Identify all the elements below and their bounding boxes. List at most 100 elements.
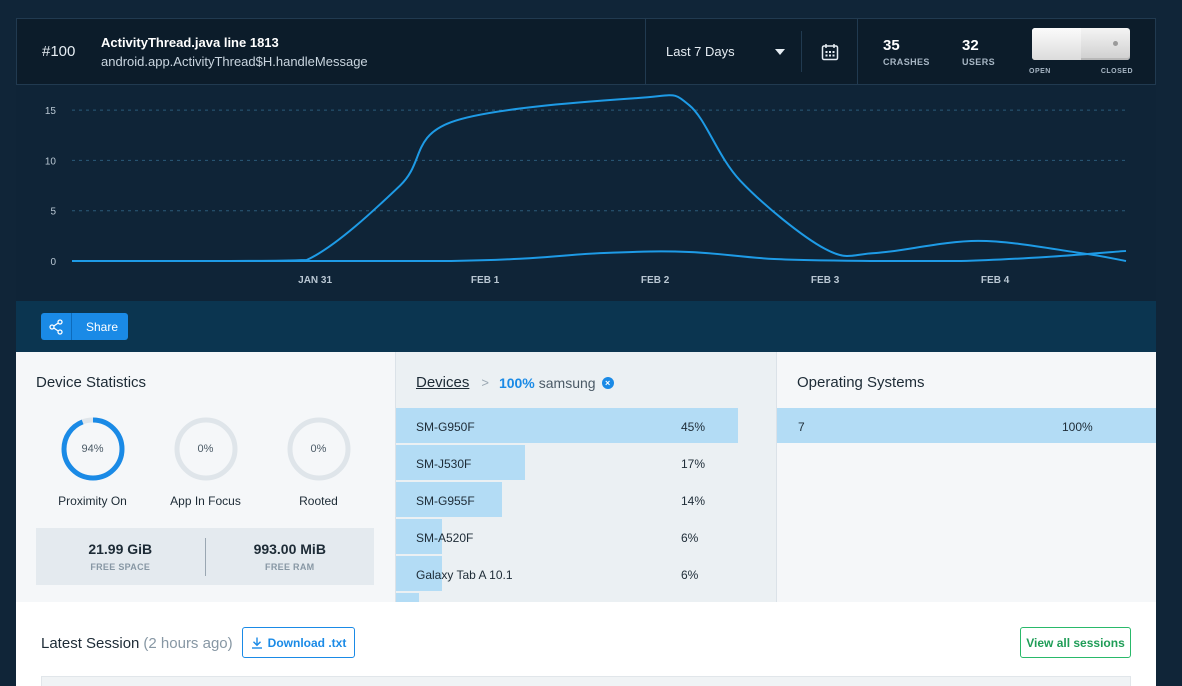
clear-filter-icon[interactable]: × (601, 376, 614, 389)
free-ram: 993.00 MiB FREE RAM (206, 541, 375, 572)
x-tick-label: JAN 31 (298, 275, 332, 286)
os-percent: 100% (1062, 419, 1093, 434)
rooted-ring: 0% (286, 416, 352, 482)
stats-panels: Device Statistics 94% Proximity On (16, 352, 1156, 628)
rooted-label: Rooted (299, 494, 338, 508)
calendar-icon (821, 43, 838, 60)
operating-systems-title: Operating Systems (797, 374, 925, 391)
issue-header: #100 ActivityThread.java line 1813 andro… (16, 18, 1156, 85)
x-tick-label: FEB 3 (811, 275, 840, 286)
device-share-bar (396, 556, 442, 591)
os-name: 7 (798, 419, 805, 434)
toggle-dot-icon (1113, 41, 1118, 46)
device-name: SM-J530F (416, 456, 472, 471)
download-txt-button[interactable]: Download .txt (242, 627, 355, 658)
os-share-bar (777, 408, 1156, 443)
memory-divider (204, 537, 206, 576)
devices-list: SM-G950F 45% SM-J530F 17% SM-G955F 14% S… (396, 408, 776, 630)
device-statistics-title: Device Statistics (36, 374, 147, 391)
gauge-rooted: 0% Rooted (262, 416, 375, 508)
breadcrumb-separator: > (481, 375, 489, 390)
operating-systems-panel: Operating Systems 7 100% (777, 352, 1156, 602)
device-name: Galaxy Tab A 10.1 (416, 567, 513, 582)
proximity-value: 94% (81, 443, 104, 455)
view-all-sessions-button[interactable]: View all sessions (1020, 627, 1131, 658)
rooted-value: 0% (310, 443, 327, 455)
proximity-ring: 94% (60, 416, 126, 482)
filter-percent: 100% (498, 374, 535, 391)
toggle-open-label: OPEN (1029, 68, 1051, 75)
gauge-app-in-focus: 0% App In Focus (149, 416, 262, 508)
memory-summary: 21.99 GiB FREE SPACE 993.00 MiB FREE RAM (36, 528, 374, 585)
device-row[interactable]: SM-A520F 6% (396, 519, 776, 556)
users-count: 32 (962, 36, 979, 54)
date-range-dropdown[interactable]: Last 7 Days (645, 19, 801, 84)
device-row[interactable]: Galaxy Tab A 10.1 6% (396, 556, 776, 593)
free-space: 21.99 GiB FREE SPACE (36, 541, 205, 572)
crash-issue-page: #100 ActivityThread.java line 1813 andro… (16, 18, 1156, 686)
session-preview (41, 676, 1131, 686)
y-tick-label: 15 (45, 106, 57, 117)
gauges: 94% Proximity On 0% App In Focus (36, 416, 375, 508)
series-line-users (71, 249, 1127, 263)
crashes-stat: 35 CRASHES (883, 37, 962, 67)
device-row[interactable]: SM-J530F 17% (396, 445, 776, 482)
issue-stats: 35 CRASHES 32 USERS OPEN CLOSED (857, 19, 1155, 84)
latest-session-title: Latest Session (2 hours ago) (41, 635, 233, 652)
os-row[interactable]: 7 100% (777, 408, 1156, 445)
device-percent: 14% (681, 493, 706, 508)
issue-number: #100 (42, 43, 76, 60)
issue-title-block: ActivityThread.java line 1813 android.ap… (101, 19, 645, 84)
app-in-focus-value: 0% (197, 443, 214, 455)
device-share-bar (396, 445, 526, 480)
users-stat: 32 USERS (962, 37, 1031, 67)
device-percent: 45% (681, 419, 706, 434)
device-share-bar (396, 519, 442, 554)
device-row[interactable]: SM-G955F 14% (396, 482, 776, 519)
crashes-count: 35 (883, 36, 900, 54)
share-button[interactable]: Share (41, 313, 128, 340)
proximity-ring-fill (61, 417, 124, 481)
share-label: Share (86, 319, 119, 334)
device-name: SM-G950F (416, 419, 475, 434)
open-closed-toggle-wrap: OPEN CLOSED (1029, 28, 1133, 75)
app-in-focus-ring: 0% (173, 416, 239, 482)
devices-panel: Devices > 100% samsung × SM-G950F 45% SM… (396, 352, 777, 628)
device-percent: 17% (681, 456, 706, 471)
crashes-label: CRASHES (883, 56, 930, 67)
open-closed-toggle[interactable] (1032, 28, 1130, 60)
toggle-knob (1032, 28, 1081, 60)
toggle-closed-label: CLOSED (1100, 68, 1133, 75)
device-row[interactable]: SM-G950F 45% (396, 408, 776, 445)
x-tick-label: FEB 1 (471, 275, 500, 286)
proximity-label: Proximity On (58, 494, 127, 508)
free-ram-label: FREE RAM (265, 562, 315, 572)
device-percent: 6% (681, 567, 699, 582)
latest-session-ago: (2 hours ago) (143, 635, 233, 652)
download-icon (251, 637, 262, 649)
y-tick-label: 5 (50, 207, 56, 218)
toggle-labels: OPEN CLOSED (1029, 68, 1133, 75)
y-tick-label: 0 (50, 257, 56, 268)
crash-chart: 0 5 10 15 JAN 31 FEB 1 FEB 2 FEB 3 FEB 4 (16, 85, 1156, 301)
device-share-bar (396, 408, 738, 443)
free-space-value: 21.99 GiB (88, 541, 153, 557)
device-statistics-panel: Device Statistics 94% Proximity On (16, 352, 396, 602)
crash-chart-svg: 0 5 10 15 JAN 31 FEB 1 FEB 2 FEB 3 FEB 4 (45, 94, 1127, 286)
chevron-down-icon (775, 48, 785, 55)
download-label: Download .txt (267, 635, 347, 650)
free-space-label: FREE SPACE (90, 562, 151, 572)
users-label: USERS (962, 56, 996, 67)
issue-method: android.app.ActivityThread$H.handleMessa… (101, 53, 368, 69)
device-name: SM-A520F (416, 530, 474, 545)
share-icon (41, 313, 72, 340)
device-percent: 6% (681, 530, 699, 545)
filter-value: samsung (538, 374, 596, 391)
devices-breadcrumb: Devices > 100% samsung × (416, 374, 614, 391)
devices-breadcrumb-link[interactable]: Devices (416, 374, 470, 391)
series-line-crashes (71, 94, 1127, 262)
calendar-button[interactable] (801, 31, 857, 72)
latest-session-section: Latest Session (2 hours ago) Download .tx… (16, 602, 1156, 686)
share-bar: Share (16, 301, 1156, 352)
gauge-proximity: 94% Proximity On (36, 416, 149, 508)
